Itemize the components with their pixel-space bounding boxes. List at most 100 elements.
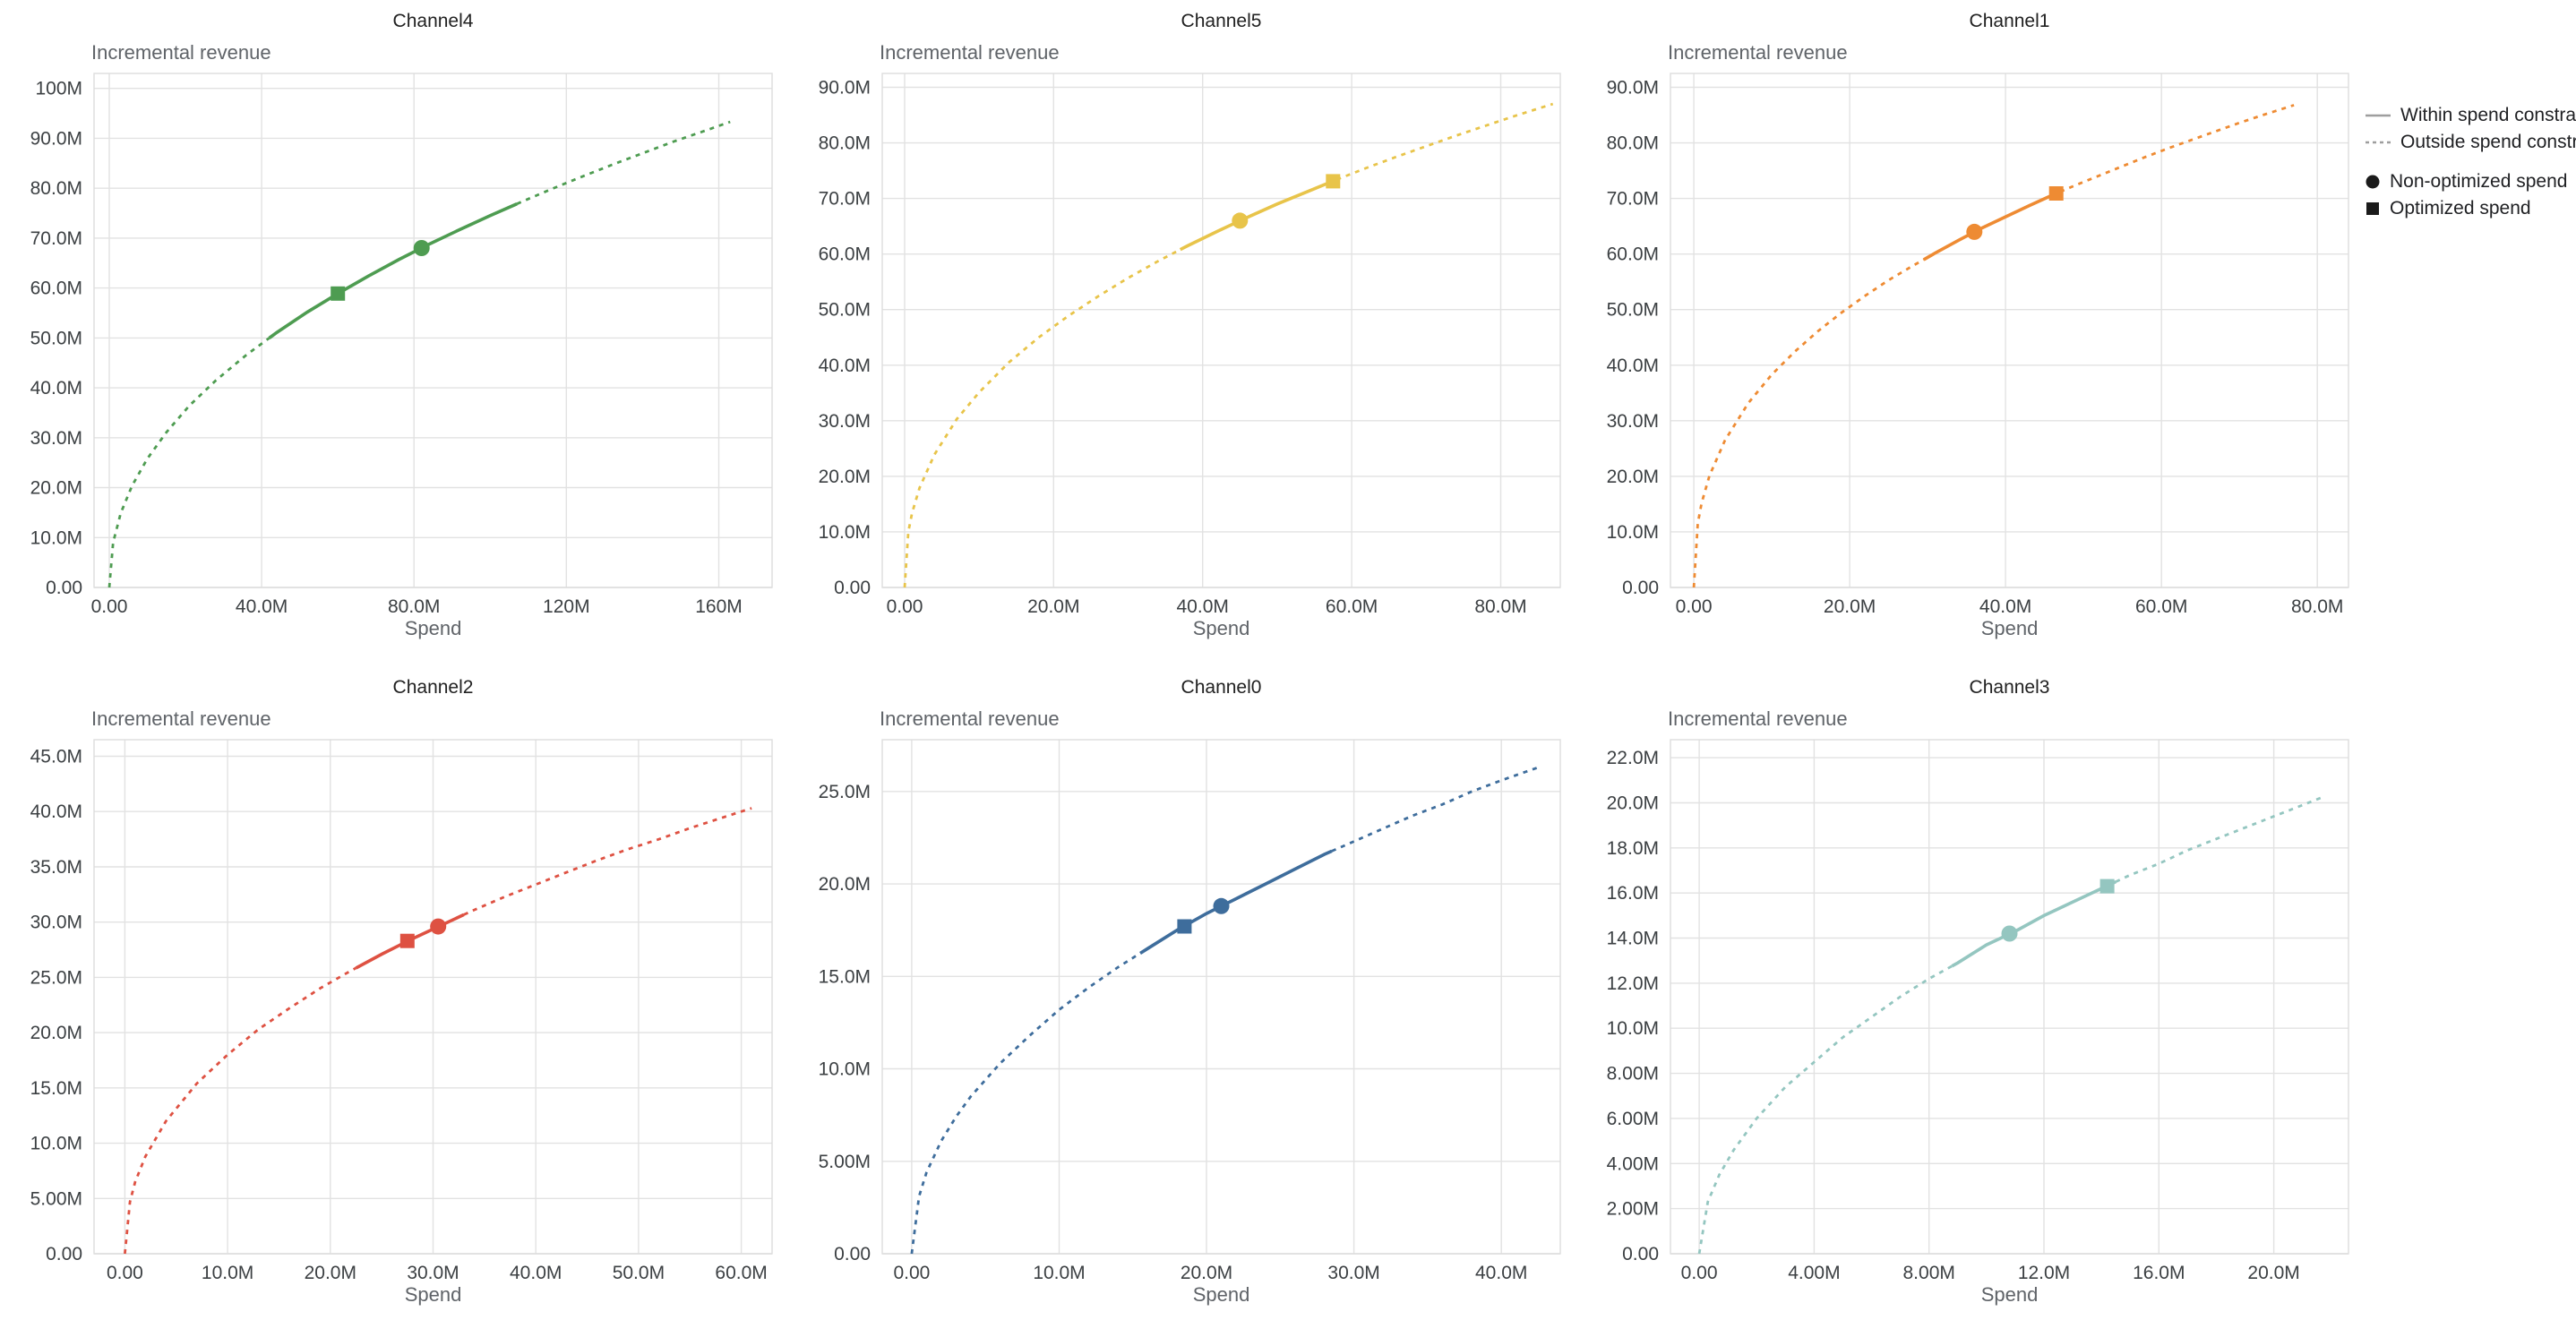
svg-text:50.0M: 50.0M: [613, 1263, 665, 1283]
svg-text:35.0M: 35.0M: [30, 857, 82, 878]
svg-text:4.00M: 4.00M: [1788, 1263, 1840, 1283]
svg-text:0.00: 0.00: [1622, 578, 1659, 598]
charts-row-2: Channel2 Incremental revenue 0.00 5.00M 10…: [0, 675, 2576, 1309]
svg-text:60.0M: 60.0M: [1326, 596, 1378, 617]
svg-text:15.0M: 15.0M: [819, 966, 871, 987]
x-axis-title: Spend: [404, 1283, 462, 1306]
svg-text:30.0M: 30.0M: [1607, 411, 1659, 432]
svg-text:30.0M: 30.0M: [407, 1263, 459, 1283]
svg-text:100M: 100M: [35, 79, 82, 99]
chart-plot: 0.00 10.0M 20.0M 30.0M 40.0M 50.0M 60.0M 70.0M 8…: [30, 73, 773, 617]
svg-text:10.0M: 10.0M: [30, 1134, 82, 1154]
svg-text:18.0M: 18.0M: [1607, 838, 1659, 859]
x-axis-title: Spend: [1192, 617, 1250, 639]
chart-plot: 0.00 10.0M 20.0M 30.0M 40.0M 50.0M 60.0M 70.0M 8…: [819, 73, 1561, 617]
svg-text:40.0M: 40.0M: [1607, 356, 1659, 376]
svg-text:10.0M: 10.0M: [30, 527, 82, 548]
svg-text:8.00M: 8.00M: [1903, 1263, 1955, 1283]
legend-label: Outside spend constraint: [2400, 132, 2576, 152]
svg-text:40.0M: 40.0M: [30, 801, 82, 822]
svg-text:45.0M: 45.0M: [30, 747, 82, 767]
legend-label: Non-optimized spend: [2390, 171, 2568, 192]
svg-text:14.0M: 14.0M: [1607, 929, 1659, 949]
svg-text:10.0M: 10.0M: [202, 1263, 253, 1283]
chart-title: Channel5: [1181, 11, 1262, 31]
chart-plot: 0.00 5.00M 10.0M 15.0M 20.0M 25.0M 0.00 10.0M 20…: [819, 739, 1561, 1283]
x-axis-title: Spend: [1980, 617, 2039, 639]
svg-text:2.00M: 2.00M: [1607, 1199, 1659, 1220]
svg-text:80.0M: 80.0M: [30, 178, 82, 199]
svg-text:0.00: 0.00: [107, 1263, 143, 1283]
svg-text:40.0M: 40.0M: [236, 596, 288, 617]
svg-text:0.00: 0.00: [1622, 1244, 1659, 1264]
chart-panel-channel2: Channel2 Incremental revenue 0.00 5.00M 10…: [0, 675, 788, 1309]
y-axis-title: Incremental revenue: [880, 41, 1060, 64]
svg-text:0.00: 0.00: [834, 1244, 871, 1264]
chart-legend: Within spend constraint Outside spend co…: [2365, 102, 2576, 222]
svg-text:4.00M: 4.00M: [1607, 1153, 1659, 1174]
svg-text:12.0M: 12.0M: [2018, 1263, 2070, 1283]
svg-text:30.0M: 30.0M: [819, 411, 871, 432]
chart-plot: 0.00 5.00M 10.0M 15.0M 20.0M 25.0M 30.0M 35.0M 4…: [30, 739, 773, 1283]
chart-title: Channel1: [1969, 11, 2050, 31]
svg-text:30.0M: 30.0M: [1327, 1263, 1379, 1283]
svg-text:40.0M: 40.0M: [1475, 1263, 1527, 1283]
legend-item-non-optimized: Non-optimized spend: [2365, 168, 2576, 195]
svg-text:40.0M: 40.0M: [510, 1263, 562, 1283]
svg-text:20.0M: 20.0M: [1607, 467, 1659, 487]
svg-text:25.0M: 25.0M: [819, 782, 871, 802]
svg-text:80.0M: 80.0M: [1607, 133, 1659, 154]
legend-label: Within spend constraint: [2400, 105, 2576, 125]
svg-text:25.0M: 25.0M: [30, 967, 82, 988]
svg-text:70.0M: 70.0M: [819, 189, 871, 210]
svg-text:40.0M: 40.0M: [819, 356, 871, 376]
svg-text:10.0M: 10.0M: [1607, 1018, 1659, 1039]
svg-text:30.0M: 30.0M: [30, 428, 82, 449]
svg-text:16.0M: 16.0M: [1607, 883, 1659, 904]
svg-text:10.0M: 10.0M: [819, 522, 871, 543]
svg-text:40.0M: 40.0M: [1177, 596, 1229, 617]
svg-text:80.0M: 80.0M: [388, 596, 440, 617]
chart-panel-channel3: Channel3 Incremental revenue 0.00 2.00M 4.…: [1576, 675, 2365, 1309]
svg-text:20.0M: 20.0M: [2247, 1263, 2299, 1283]
svg-text:90.0M: 90.0M: [819, 78, 871, 99]
svg-text:20.0M: 20.0M: [1027, 596, 1079, 617]
y-axis-title: Incremental revenue: [91, 41, 271, 64]
svg-text:120M: 120M: [543, 596, 590, 617]
svg-text:40.0M: 40.0M: [30, 378, 82, 399]
svg-text:20.0M: 20.0M: [305, 1263, 356, 1283]
svg-text:40.0M: 40.0M: [1979, 596, 2031, 617]
svg-text:60.0M: 60.0M: [2135, 596, 2187, 617]
legend-spacer: [2365, 156, 2576, 168]
legend-label: Optimized spend: [2390, 198, 2531, 219]
legend-item-outside-constraint: Outside spend constraint: [2365, 129, 2576, 156]
svg-text:0.00: 0.00: [887, 596, 923, 617]
dashed-line-icon: [2366, 141, 2391, 144]
svg-text:60.0M: 60.0M: [715, 1263, 767, 1283]
svg-text:0.00: 0.00: [893, 1263, 930, 1283]
svg-text:70.0M: 70.0M: [1607, 189, 1659, 210]
y-axis-title: Incremental revenue: [880, 707, 1060, 730]
y-axis-title: Incremental revenue: [91, 707, 271, 730]
svg-text:20.0M: 20.0M: [30, 478, 82, 499]
svg-text:80.0M: 80.0M: [819, 133, 871, 154]
svg-text:80.0M: 80.0M: [1474, 596, 1526, 617]
svg-text:60.0M: 60.0M: [819, 244, 871, 265]
svg-text:16.0M: 16.0M: [2133, 1263, 2185, 1283]
svg-text:5.00M: 5.00M: [30, 1188, 82, 1209]
solid-line-icon: [2366, 114, 2391, 117]
svg-text:20.0M: 20.0M: [30, 1023, 82, 1043]
chart-title: Channel3: [1969, 677, 2050, 698]
square-marker-icon: [2366, 202, 2379, 215]
svg-text:5.00M: 5.00M: [819, 1152, 871, 1172]
chart-title: Channel0: [1181, 677, 1262, 698]
x-axis-title: Spend: [1980, 1283, 2039, 1306]
svg-text:20.0M: 20.0M: [1181, 1263, 1232, 1283]
svg-text:30.0M: 30.0M: [30, 913, 82, 933]
x-axis-title: Spend: [404, 617, 462, 639]
svg-text:20.0M: 20.0M: [819, 874, 871, 895]
svg-text:50.0M: 50.0M: [819, 300, 871, 321]
svg-text:15.0M: 15.0M: [30, 1078, 82, 1099]
chart-title: Channel2: [392, 677, 474, 698]
